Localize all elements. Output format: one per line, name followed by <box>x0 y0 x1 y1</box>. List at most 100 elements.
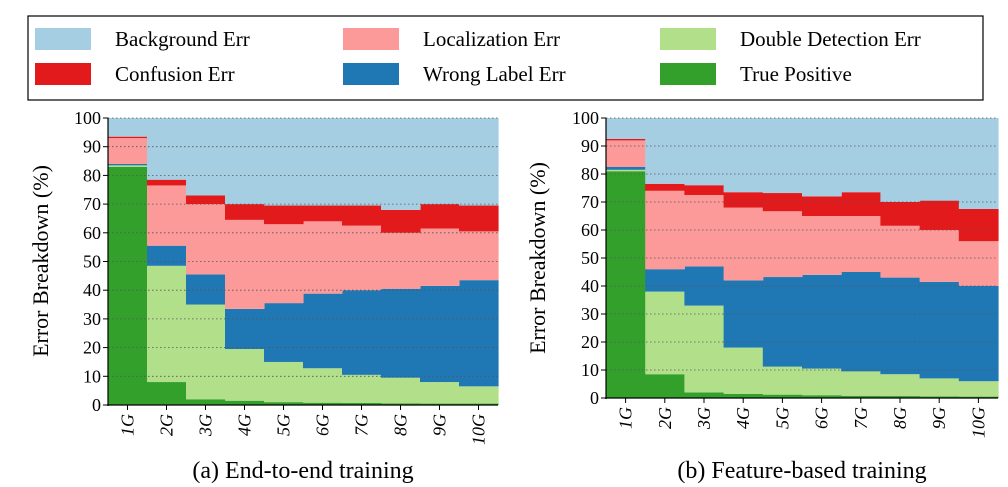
bar-segment-true-positive-4g <box>225 400 265 405</box>
bar-segment-background-err-9g <box>919 118 960 201</box>
bar-segment-wrong-label-err-3g <box>186 274 226 305</box>
bar-segment-localization-err-9g <box>420 228 460 286</box>
bar-segment-localization-err-1g <box>108 138 148 164</box>
bar-segment-true-positive-7g <box>841 395 881 398</box>
legend-frame <box>27 15 984 101</box>
bar-segment-background-err-1g <box>606 118 646 139</box>
bar-segment-confusion-err-9g <box>420 204 460 229</box>
x-tick-label-6g: 6G <box>313 414 333 436</box>
legend-swatch-true-positive <box>660 63 716 85</box>
y-tick-label-50: 50 <box>581 248 599 268</box>
bar-segment-background-err-10g <box>958 118 999 209</box>
bar-segment-confusion-err-9g <box>919 200 960 230</box>
bar-segment-double-detection-err-2g <box>147 265 187 383</box>
y-tick-label-10: 10 <box>581 360 599 380</box>
bar-segment-wrong-label-err-4g <box>225 308 265 350</box>
y-tick-label-0: 0 <box>590 388 599 408</box>
bar-segment-wrong-label-err-8g <box>880 277 921 375</box>
bar-segment-double-detection-err-4g <box>225 349 265 401</box>
x-tick-label-9g: 9G <box>929 407 949 429</box>
bar-segment-true-positive-5g <box>762 394 803 398</box>
y-tick-label-100: 100 <box>572 108 599 128</box>
legend-label-confusion-err: Confusion Err <box>115 62 235 86</box>
y-tick-label-20: 20 <box>581 332 599 352</box>
bar-segment-background-err-2g <box>645 118 685 184</box>
bar-segment-background-err-1g <box>108 118 148 137</box>
bar-segment-confusion-err-10g <box>459 205 499 232</box>
bar-segment-confusion-err-3g <box>186 195 226 205</box>
y-tick-label-90: 90 <box>581 136 599 156</box>
bar-segment-true-positive-6g <box>303 402 343 405</box>
bar-segment-confusion-err-5g <box>264 205 304 225</box>
bar-segment-confusion-err-1g <box>606 139 646 141</box>
x-tick-label-1g: 1G <box>118 414 138 436</box>
bar-segment-double-detection-err-6g <box>303 368 343 403</box>
bar-segment-localization-err-4g <box>723 207 764 281</box>
y-tick-label-50: 50 <box>83 252 101 272</box>
bar-segment-double-detection-err-1g <box>108 165 148 167</box>
legend-label-true-positive: True Positive <box>740 62 852 86</box>
x-tick-label-9g: 9G <box>430 414 450 436</box>
bar-segment-wrong-label-err-8g <box>381 288 421 378</box>
x-tick-label-7g: 7G <box>352 414 372 436</box>
bar-segment-true-positive-2g <box>147 382 187 405</box>
bar-segment-wrong-label-err-10g <box>459 280 499 387</box>
chart-feature-based: 0 10 20 30 40 50 60 70 80 90 100 1G 2G 3G 4G 5G 6G 7G 8G 9G… <box>525 108 999 484</box>
bar-segment-background-err-8g <box>381 118 421 210</box>
bar-segment-true-positive-3g <box>186 399 226 405</box>
bar-segment-background-err-3g <box>186 118 226 196</box>
bar-segment-localization-err-1g <box>606 140 646 167</box>
bar-segment-true-positive-9g <box>919 396 960 398</box>
bar-segment-localization-err-2g <box>147 185 187 246</box>
bar-segment-background-err-3g <box>684 118 725 186</box>
bar-segment-localization-err-8g <box>381 232 421 289</box>
bar-segment-wrong-label-err-10g <box>958 286 999 382</box>
legend-label-background-err: Background Err <box>115 27 250 51</box>
bar-segment-true-positive-2g <box>645 374 685 398</box>
legend-swatch-wrong-label-err <box>343 63 399 85</box>
bar-segment-double-detection-err-10g <box>459 386 499 404</box>
bar-segment-true-positive-6g <box>802 395 842 398</box>
bar-segment-background-err-7g <box>841 118 881 193</box>
bar-segment-double-detection-err-1g <box>606 169 646 172</box>
y-tick-label-60: 60 <box>581 220 599 240</box>
y-tick-label-80: 80 <box>83 165 101 185</box>
y-tick-label-40: 40 <box>581 276 599 296</box>
bar-segment-double-detection-err-6g <box>802 368 842 396</box>
legend-swatch-double-detection-err <box>660 28 716 50</box>
bar-segment-background-err-9g <box>420 118 460 205</box>
bar-segment-true-positive-8g <box>381 403 421 405</box>
bar-segment-localization-err-5g <box>762 211 803 278</box>
bar-segment-background-err-7g <box>342 118 382 206</box>
bar-segment-double-detection-err-7g <box>841 371 881 396</box>
bar-segment-confusion-err-4g <box>225 204 265 220</box>
y-tick-label-30: 30 <box>83 309 101 329</box>
bar-segment-localization-err-5g <box>264 224 304 304</box>
x-tick-label-4g: 4G <box>235 414 255 436</box>
bar-segment-double-detection-err-9g <box>420 382 460 404</box>
bar-segment-localization-err-6g <box>303 221 343 294</box>
bar-segment-confusion-err-1g <box>108 136 148 139</box>
bar-segment-confusion-err-7g <box>342 205 382 226</box>
x-tick-label-5g: 5G <box>772 407 792 429</box>
bar-segment-true-positive-10g <box>459 403 499 405</box>
bar-segment-true-positive-10g <box>958 396 999 398</box>
y-tick-label-70: 70 <box>83 194 101 214</box>
bar-segment-true-positive-1g <box>108 166 148 405</box>
x-tick-label-5g: 5G <box>274 414 294 436</box>
y-tick-label-40: 40 <box>83 280 101 300</box>
bar-segment-true-positive-8g <box>880 396 921 398</box>
bar-segment-wrong-label-err-2g <box>147 245 187 266</box>
bar-segment-wrong-label-err-5g <box>762 277 803 367</box>
bar-segment-confusion-err-10g <box>958 209 999 242</box>
bar-segment-wrong-label-err-9g <box>919 281 960 379</box>
y-tick-label-30: 30 <box>581 304 599 324</box>
bar-segment-double-detection-err-8g <box>381 377 421 404</box>
y-tick-label-20: 20 <box>83 338 101 358</box>
bar-segment-true-positive-9g <box>420 403 460 405</box>
bar-segment-wrong-label-err-9g <box>420 285 460 383</box>
bar-segment-true-positive-7g <box>342 402 382 405</box>
x-tick-label-6g: 6G <box>812 407 832 429</box>
y-tick-label-10: 10 <box>83 366 101 386</box>
